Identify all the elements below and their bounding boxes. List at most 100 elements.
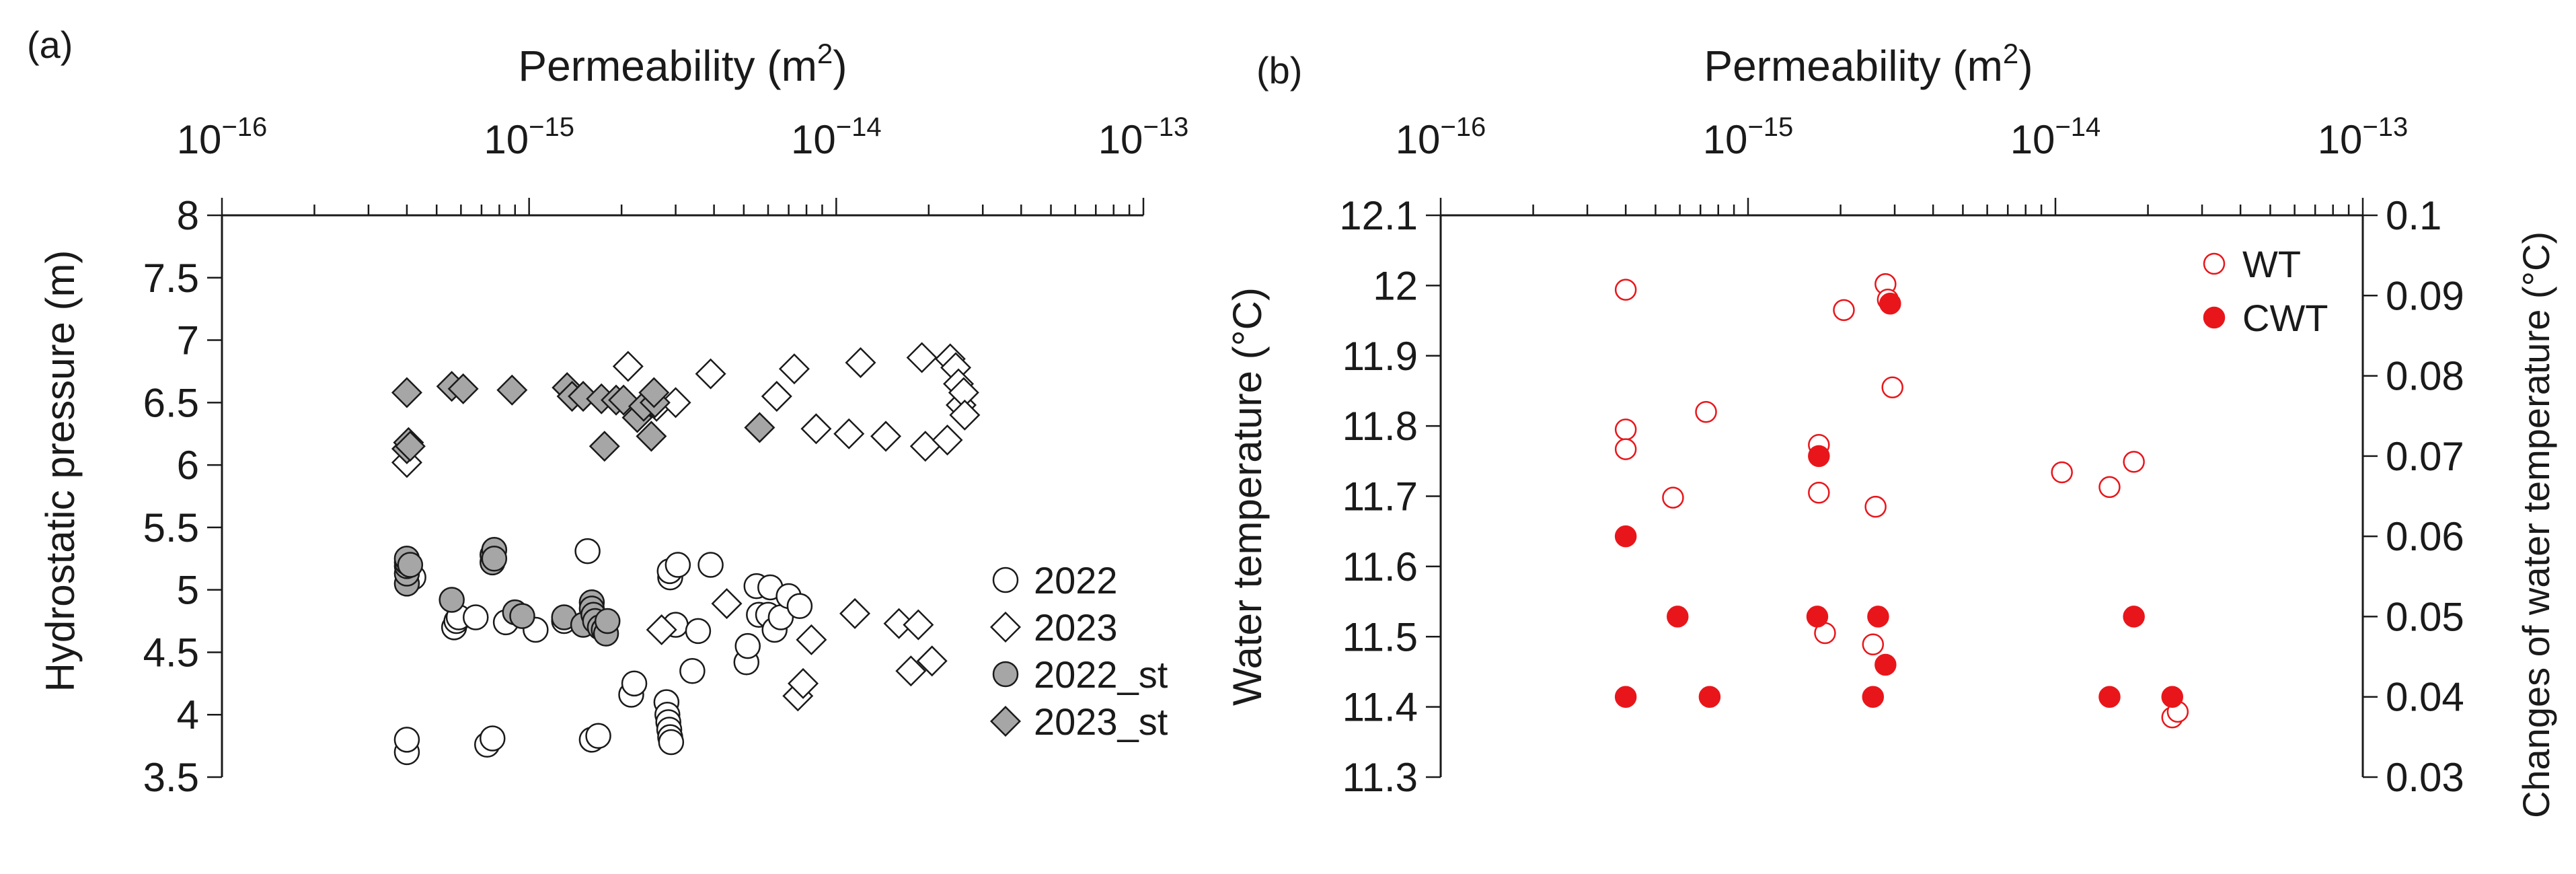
y-tick-label: 11.7: [1342, 474, 1418, 519]
y-tick-label: 12: [1373, 263, 1418, 308]
point-2023: [800, 413, 832, 445]
legend-marker-2023-st: [989, 705, 1022, 737]
y-tick-label: 3.5: [143, 755, 199, 800]
panel-b-y-ticks: 11.3 11.4 11.5 11.6 11.7 11.8 11.9 12 12.1: [1339, 193, 1441, 800]
point-2023: [839, 597, 871, 629]
point-2023: [646, 614, 677, 646]
y-tick-label: 11.4: [1342, 685, 1418, 730]
point-2023: [932, 424, 963, 456]
y-tick-label: 11.8: [1342, 404, 1418, 449]
panel-b-x-title: Permeability (m2): [1704, 38, 2033, 90]
point-2022: [697, 552, 724, 578]
panel-b-y-title: Water temperature (°C): [1225, 287, 1270, 706]
point-2023-st: [447, 373, 479, 404]
point-cwt: [1808, 445, 1830, 468]
point-wt: [1808, 482, 1830, 504]
point-2022: [585, 723, 611, 750]
point-2023: [660, 387, 691, 418]
panel-b-y2-title: Changes of water temperature (°C): [2515, 231, 2557, 818]
point-2023-st: [394, 431, 426, 462]
point-2022-st: [397, 552, 424, 578]
x-tick-label: 10−15: [484, 112, 574, 162]
panel-b: (b) Permeability (m2) Water temperature …: [1225, 38, 2557, 818]
point-wt: [2098, 476, 2121, 499]
point-cwt: [1614, 525, 1637, 548]
point-2023: [883, 608, 915, 639]
y-tick-label: 4: [177, 692, 199, 737]
point-cwt: [1806, 606, 1829, 628]
point-2023-st: [636, 421, 667, 452]
point-2022: [574, 538, 601, 565]
point-cwt: [1867, 606, 1889, 628]
point-wt: [2123, 451, 2145, 473]
point-cwt: [2123, 606, 2145, 628]
point-2023: [833, 418, 865, 449]
point-2023-st: [638, 377, 670, 408]
x-tick-label: 10−13: [2318, 112, 2409, 162]
x-tick-label: 10−13: [1098, 112, 1189, 162]
panel-b-points: [1614, 273, 2189, 729]
panel-a-x-title: Permeability (m2): [518, 38, 847, 90]
y-tick-label: 6.5: [143, 380, 199, 425]
point-cwt: [1667, 606, 1689, 628]
legend-label: 2022_st: [1034, 653, 1168, 696]
point-wt: [1662, 486, 1684, 509]
point-2023: [845, 347, 876, 378]
legend-label: 2023: [1034, 606, 1118, 649]
point-2023: [870, 421, 902, 452]
point-2022-st: [594, 608, 621, 634]
point-2022: [734, 632, 761, 659]
point-2022: [685, 618, 712, 645]
x-tick-label: 10−16: [1396, 112, 1486, 162]
point-2023: [788, 667, 819, 699]
x-tick-label: 10−14: [2010, 112, 2101, 162]
point-2023: [778, 353, 810, 385]
point-2022: [665, 552, 691, 578]
point-2023-st: [496, 374, 528, 406]
point-cwt: [1874, 653, 1897, 676]
y-tick-label: 4.5: [143, 630, 199, 675]
point-2022: [679, 658, 706, 684]
y-tick-label: 11.3: [1342, 755, 1418, 800]
point-2023-st: [589, 431, 620, 462]
panel-b-label: (b): [1256, 49, 1302, 92]
panel-a-x-ticks: 10−16 10−15 10−14 10−13: [177, 112, 1189, 215]
point-wt: [1862, 633, 1885, 655]
point-2022: [479, 725, 506, 752]
point-2023: [612, 351, 644, 382]
x-tick-label: 10−14: [791, 112, 882, 162]
point-2022-st: [509, 603, 535, 629]
panel-b-x-ticks: 10−16 10−15 10−14 10−13: [1396, 112, 2409, 215]
point-cwt: [1698, 686, 1721, 708]
point-2023: [916, 645, 948, 677]
legend-marker-wt: [2203, 252, 2226, 275]
legend-marker-2022: [992, 567, 1019, 593]
point-2023-st: [568, 381, 599, 412]
point-2022: [786, 593, 813, 620]
point-cwt: [2098, 686, 2121, 708]
y-tick-label: 7: [177, 318, 199, 363]
y2-tick-label: 0.05: [2386, 594, 2464, 639]
panel-a: (a) Permeability (m2) Hydrostatic pressu…: [27, 24, 1188, 800]
point-cwt: [2161, 686, 2184, 708]
y-tick-label: 5.5: [143, 505, 199, 550]
point-cwt: [1879, 292, 1901, 315]
y2-tick-label: 0.03: [2386, 755, 2464, 800]
y-tick-label: 5: [177, 568, 199, 613]
panel-a-y-title: Hydrostatic pressure (m): [38, 250, 83, 692]
panel-a-label: (a): [27, 24, 73, 66]
x-tick-label: 10−15: [1703, 112, 1794, 162]
point-wt: [1614, 279, 1637, 301]
point-wt: [2051, 461, 2073, 484]
legend-marker-2023: [989, 611, 1022, 643]
point-2023-st: [608, 384, 640, 416]
x-tick-label: 10−16: [177, 112, 268, 162]
point-2023: [796, 624, 827, 655]
point-cwt: [1614, 686, 1637, 708]
y2-tick-label: 0.09: [2386, 273, 2464, 318]
point-wt: [1614, 438, 1637, 460]
y-tick-label: 11.9: [1342, 334, 1418, 379]
legend-marker-2022-st: [992, 661, 1019, 688]
